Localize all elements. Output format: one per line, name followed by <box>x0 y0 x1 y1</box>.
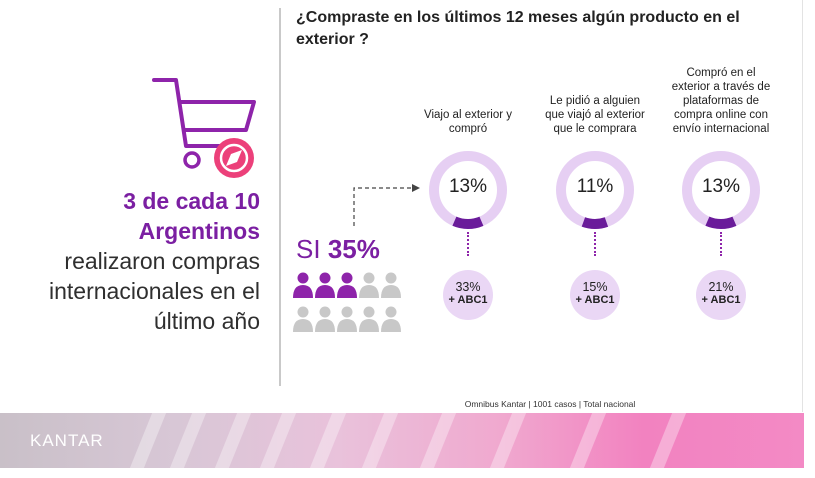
headline-highlight-2: Argentinos <box>138 218 260 244</box>
person-icon <box>381 272 401 298</box>
donut-ring: 13% <box>681 150 761 230</box>
category-label-line: que viajó al exterior <box>545 109 645 121</box>
shopping-cart-icon <box>152 78 256 178</box>
person-icon <box>381 306 401 332</box>
category-label-line: Le pidió a alguien <box>549 95 641 107</box>
donut-ring: 11% <box>555 150 635 230</box>
si-text: SI <box>296 234 321 264</box>
connector-stem <box>467 232 469 256</box>
donut-ring: 13% <box>428 150 508 230</box>
ring-segment <box>682 151 760 229</box>
headline-line-4: internacionales en el <box>49 278 260 304</box>
connector-stem <box>720 232 722 256</box>
category-label-line: Viajo al exterior y <box>424 109 512 121</box>
person-icon <box>337 272 357 298</box>
dashed-arrow <box>353 184 420 226</box>
abc1-circle: 15% + ABC1 <box>570 270 620 320</box>
person-icon <box>315 272 335 298</box>
abc1-value: 15% <box>582 280 608 294</box>
category-label-line: que le comprara <box>553 123 637 135</box>
category-label: Viajo al exterior y compró <box>412 108 524 136</box>
ring-segment <box>556 151 634 229</box>
chart-title: ¿Compraste en los últimos 12 meses algún… <box>296 9 740 48</box>
headline: 3 de cada 10 Argentinos realizaron compr… <box>20 186 260 336</box>
person-icon <box>359 272 379 298</box>
ring-value-label: 13% <box>448 176 488 197</box>
si-value: 35% <box>327 234 380 264</box>
abc1-value: 33% <box>455 280 481 294</box>
category-label-line: Compró en el <box>686 67 756 79</box>
abc1-circle: 33% + ABC1 <box>443 270 493 320</box>
category-label-line: compra online con <box>674 109 768 121</box>
headline-line-3: realizaron compras <box>64 248 260 274</box>
headline-highlight-1: 3 de cada 10 <box>123 188 260 214</box>
person-icon <box>293 306 313 332</box>
category-label-line: compró <box>448 123 488 135</box>
ring-segment <box>429 151 507 229</box>
vertical-divider <box>279 8 281 386</box>
people-icon-grid <box>293 272 401 332</box>
category-label-line: exterior a través de <box>671 81 771 93</box>
right-edge-line <box>802 0 803 412</box>
source-note: Omnibus Kantar | 1001 casos | Total naci… <box>464 399 636 409</box>
person-icon <box>359 306 379 332</box>
person-icon <box>293 272 313 298</box>
category-label: Le pidió a alguien que viajó al exterior q… <box>539 94 651 136</box>
abc1-suffix: + ABC1 <box>448 294 488 306</box>
category-label-line: envío internacional <box>672 123 770 135</box>
category-label: Compró en el exterior a través de platafor… <box>665 66 777 136</box>
person-icon <box>315 306 335 332</box>
kantar-logo: KANTAR <box>30 431 104 450</box>
abc1-value: 21% <box>708 280 734 294</box>
person-icon <box>337 306 357 332</box>
connector-stem <box>594 232 596 256</box>
ring-value-label: 11% <box>576 176 614 197</box>
abc1-suffix: + ABC1 <box>701 294 741 306</box>
ring-value-label: 13% <box>701 176 741 197</box>
footer-banner <box>0 413 804 468</box>
category-label-line: plataformas de <box>682 95 760 107</box>
si-label: SI 35% <box>296 234 380 265</box>
headline-line-5: último año <box>153 308 260 334</box>
abc1-circle: 21% + ABC1 <box>696 270 746 320</box>
abc1-suffix: + ABC1 <box>575 294 615 306</box>
